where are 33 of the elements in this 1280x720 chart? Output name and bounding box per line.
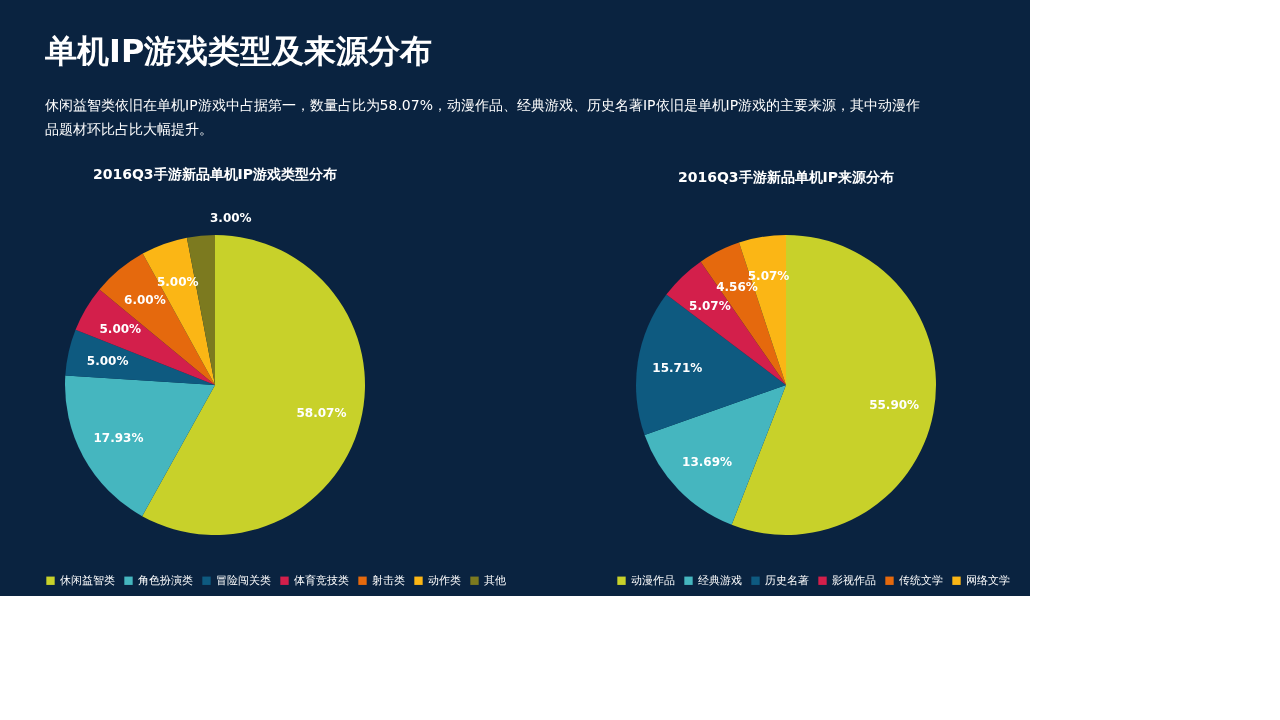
legend-label: 休闲益智类 — [60, 573, 115, 587]
legend-label: 经典游戏 — [698, 573, 742, 587]
legend-label: 体育竞技类 — [294, 573, 349, 587]
data-label: 13.69% — [682, 454, 733, 469]
data-label: 5.00% — [86, 354, 129, 368]
data-label: 6.00% — [124, 293, 166, 308]
legend-label: 动漫作品 — [631, 573, 675, 587]
text: 休闲益智类依旧在单机IP游戏中占据第一，数量占比为58.07%，动漫作品、经典游戏、历史名著IP依旧是单机IP游戏的主要来源，其中动漫作品题材环比占比大幅提升。 — [45, 96, 921, 137]
pie-slice — [644, 385, 786, 525]
data-label: 15.71% — [652, 361, 703, 376]
chart-title: 2016Q3手游新品单机IP来源分布 — [677, 169, 895, 185]
data-label: 5.00% — [156, 274, 199, 289]
legend-label: 影视作品 — [832, 573, 876, 587]
data-label: 17.93% — [93, 430, 144, 445]
data-label: 5.00% — [99, 322, 142, 337]
data-label: 55.90% — [869, 398, 920, 413]
legend-label: 网络文学 — [966, 573, 1010, 587]
data-label: 3.00% — [209, 210, 252, 225]
legend-label: 其他 — [484, 573, 506, 587]
legend-label: 射击类 — [372, 573, 405, 587]
data-label: 5.07% — [689, 298, 731, 313]
legend-label: 历史名著 — [765, 573, 809, 587]
data-label: 4.56% — [716, 279, 758, 294]
legend-label: 传统文学 — [899, 573, 943, 587]
pie-slice — [65, 375, 215, 517]
text: 单机IP游戏类型及来源分布 — [44, 31, 433, 70]
legend-label: 动作类 — [428, 573, 461, 587]
data-label: 58.07% — [296, 405, 347, 420]
pie-slice — [75, 289, 215, 385]
legend-label: 冒险闯关类 — [216, 573, 271, 587]
legend-label: 角色扮演类 — [138, 573, 193, 587]
pie-slice — [636, 294, 786, 436]
chart-title: 2016Q3手游新品单机IP游戏类型分布 — [92, 165, 338, 182]
